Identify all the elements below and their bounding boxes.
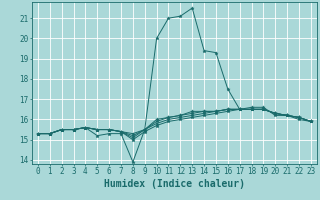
X-axis label: Humidex (Indice chaleur): Humidex (Indice chaleur) [104,179,245,189]
